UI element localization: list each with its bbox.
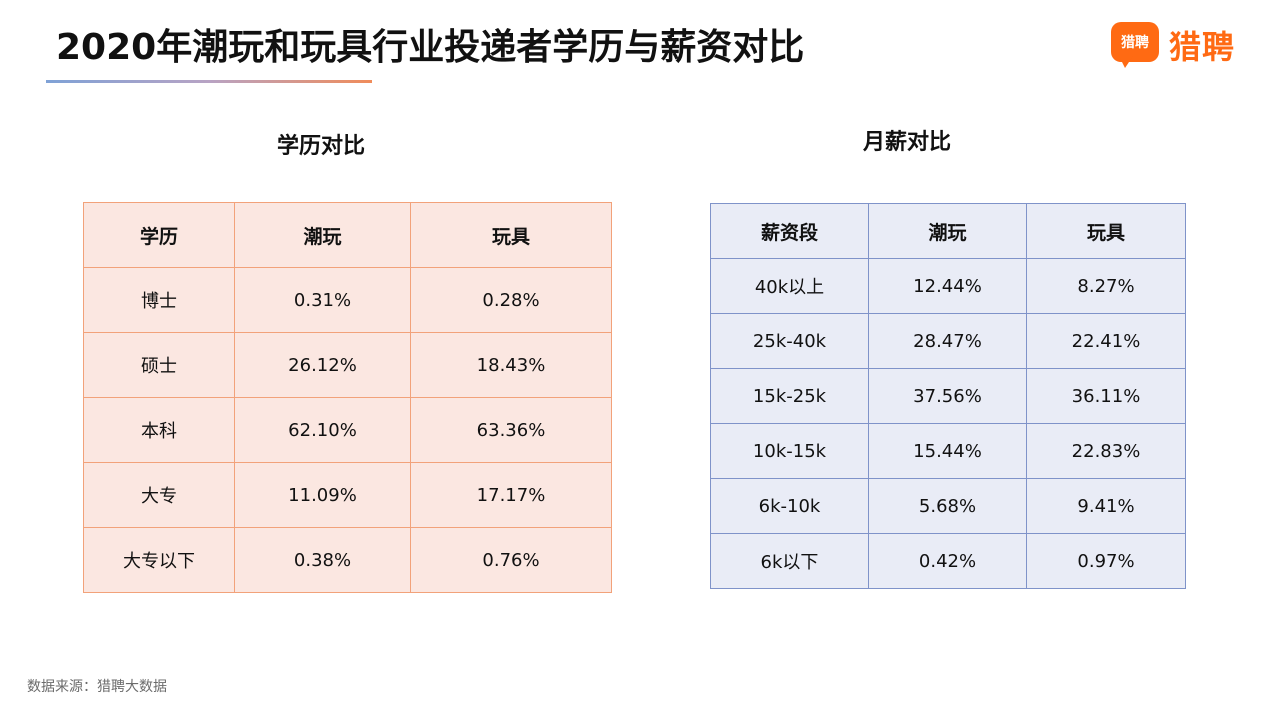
table-row: 25k-40k 28.47% 22.41%: [710, 313, 1186, 369]
table-cell: 12.44%: [868, 258, 1027, 314]
header-cell: 玩具: [410, 202, 612, 268]
table-cell: 26.12%: [234, 332, 411, 398]
table-cell: 6k以下: [710, 533, 869, 589]
education-section-title: 学历对比: [277, 134, 366, 159]
title-underline: [46, 80, 372, 83]
logo-tail: [1119, 56, 1133, 68]
data-source-note: 数据来源：猎聘大数据: [27, 679, 167, 695]
table-cell: 0.28%: [410, 267, 612, 333]
header-cell: 潮玩: [234, 202, 411, 268]
table-cell: 9.41%: [1026, 478, 1186, 534]
table-cell: 博士: [83, 267, 235, 333]
table-cell: 硕士: [83, 332, 235, 398]
header-cell: 学历: [83, 202, 235, 268]
table-row: 6k-10k 5.68% 9.41%: [710, 478, 1186, 534]
table-row: 博士 0.31% 0.28%: [83, 267, 612, 333]
table-cell: 大专: [83, 462, 235, 528]
table-cell: 5.68%: [868, 478, 1027, 534]
table-cell: 22.83%: [1026, 423, 1186, 479]
table-cell: 15k-25k: [710, 368, 869, 424]
salary-table: 薪资段 潮玩 玩具 40k以上 12.44% 8.27% 25k-40k 28.…: [710, 203, 1186, 589]
table-cell: 大专以下: [83, 527, 235, 593]
table-cell: 25k-40k: [710, 313, 869, 369]
table-header-row: 薪资段 潮玩 玩具: [710, 203, 1186, 259]
table-cell: 62.10%: [234, 397, 411, 463]
table-cell: 28.47%: [868, 313, 1027, 369]
table-cell: 11.09%: [234, 462, 411, 528]
header-cell: 薪资段: [710, 203, 869, 259]
logo-text: 猎聘: [1169, 28, 1236, 66]
table-cell: 17.17%: [410, 462, 612, 528]
table-cell: 63.36%: [410, 397, 612, 463]
table-cell: 0.76%: [410, 527, 612, 593]
table-row: 10k-15k 15.44% 22.83%: [710, 423, 1186, 479]
table-cell: 0.31%: [234, 267, 411, 333]
salary-section-title: 月薪对比: [863, 130, 952, 155]
table-row: 大专以下 0.38% 0.76%: [83, 527, 612, 593]
table-row: 6k以下 0.42% 0.97%: [710, 533, 1186, 589]
table-cell: 40k以上: [710, 258, 869, 314]
table-cell: 本科: [83, 397, 235, 463]
table-header-row: 学历 潮玩 玩具: [83, 202, 612, 268]
table-cell: 0.38%: [234, 527, 411, 593]
table-cell: 0.97%: [1026, 533, 1186, 589]
education-table: 学历 潮玩 玩具 博士 0.31% 0.28% 硕士 26.12% 18.43%…: [83, 202, 612, 593]
header-cell: 潮玩: [868, 203, 1027, 259]
table-cell: 8.27%: [1026, 258, 1186, 314]
table-cell: 22.41%: [1026, 313, 1186, 369]
table-cell: 0.42%: [868, 533, 1027, 589]
page-title: 2020年潮玩和玩具行业投递者学历与薪资对比: [56, 27, 805, 68]
logo-mark-text: 猎聘: [1111, 22, 1159, 62]
liepin-logo: 猎聘 猎聘: [1111, 22, 1235, 68]
table-row: 硕士 26.12% 18.43%: [83, 332, 612, 398]
table-row: 15k-25k 37.56% 36.11%: [710, 368, 1186, 424]
table-cell: 6k-10k: [710, 478, 869, 534]
table-row: 40k以上 12.44% 8.27%: [710, 258, 1186, 314]
table-row: 本科 62.10% 63.36%: [83, 397, 612, 463]
table-cell: 10k-15k: [710, 423, 869, 479]
table-cell: 36.11%: [1026, 368, 1186, 424]
table-cell: 37.56%: [868, 368, 1027, 424]
table-row: 大专 11.09% 17.17%: [83, 462, 612, 528]
header-cell: 玩具: [1026, 203, 1186, 259]
table-cell: 15.44%: [868, 423, 1027, 479]
logo-bubble-icon: 猎聘: [1111, 22, 1159, 68]
table-cell: 18.43%: [410, 332, 612, 398]
